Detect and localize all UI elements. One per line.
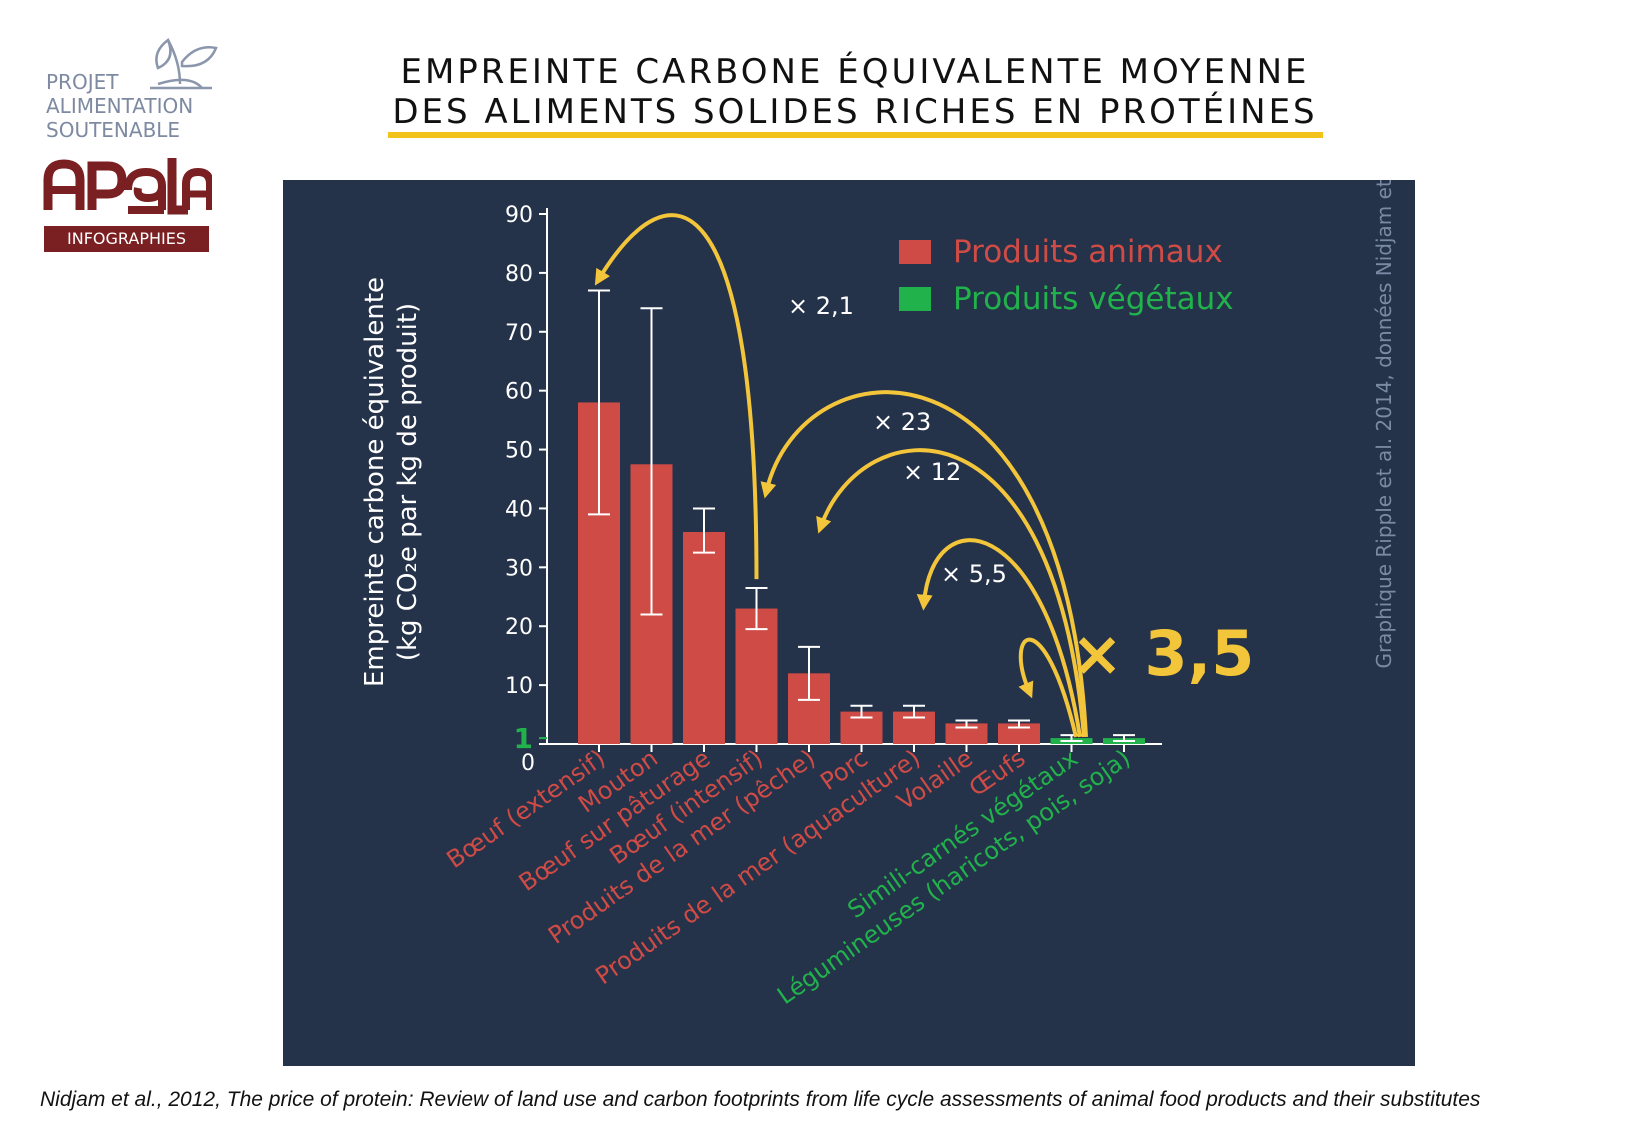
chart-panel: 0 10 20 30 40 50 60 70 80 90 1 Empreinte carbone éq… [283,180,1415,1066]
annotation-label-4: × 3,5 [1071,617,1254,690]
annotation-label-1: × 23 [873,408,931,436]
y-tick-label: 20 [505,615,533,640]
annotation-arrow-4 [1018,637,1078,738]
logo: PROJET ALIMENTATION SOUTENABLE INFOGRAPH… [40,22,230,252]
bar-chart: 0 10 20 30 40 50 60 70 80 90 1 Empreinte carbone éq… [360,180,1396,1010]
y-tick-label-highlight: 1 [514,722,533,755]
chart-credit: Graphique Ripple et al. 2014, données Ni… [1372,180,1396,669]
annotation-arrow-3 [916,538,1082,738]
y-tick-label: 0 [521,751,535,776]
page-title: EMPREINTE CARBONE ÉQUIVALENTE MOYENNE DE… [385,52,1325,132]
y-axis-label-unit: (kg CO₂e par kg de produit) [393,303,423,661]
logo-line-1: PROJET [46,70,119,94]
y-tick-label: 40 [505,497,533,522]
citation: Nidjam et al., 2012, The price of protei… [40,1088,1481,1111]
sprout-icon [150,38,218,90]
annotation-label-3: × 5,5 [941,560,1007,588]
bar-3 [735,608,778,744]
logo-line-2: ALIMENTATION [46,94,194,118]
bar-7 [945,723,988,744]
title-line-2: DES ALIMENTS SOLIDES RICHES EN PROTÉINES [392,92,1318,132]
legend-label-animal: Produits animaux [953,234,1223,270]
annotation-label-0: × 2,1 [788,292,854,320]
apala-wordmark [43,158,212,215]
y-axis-label: Empreinte carbone équivalente [360,277,390,687]
title-line-1: EMPREINTE CARBONE ÉQUIVALENTE MOYENNE [400,52,1310,92]
annotation-label-2: × 12 [903,458,961,486]
legend-swatch-vegetal [899,287,931,311]
logo-band: INFOGRAPHIES [44,226,209,252]
annotation-arrow-2 [816,448,1086,738]
y-tick-label: 80 [505,262,533,287]
bar-2 [683,532,725,744]
y-tick-label: 50 [505,439,533,464]
title-underline [388,132,1323,138]
legend-swatch-animal [899,240,931,264]
logo-line-3: SOUTENABLE [46,118,181,142]
annotation-arrow-1 [760,390,1088,738]
y-tick-label: 70 [505,321,533,346]
y-tick-label: 60 [505,380,533,405]
bar-8 [998,723,1040,744]
y-tick-label: 10 [505,674,533,699]
y-tick-label: 30 [505,556,533,581]
annotation-arrow-0 [594,213,759,580]
legend-label-vegetal: Produits végétaux [953,281,1234,317]
y-tick-label: 90 [505,203,533,228]
